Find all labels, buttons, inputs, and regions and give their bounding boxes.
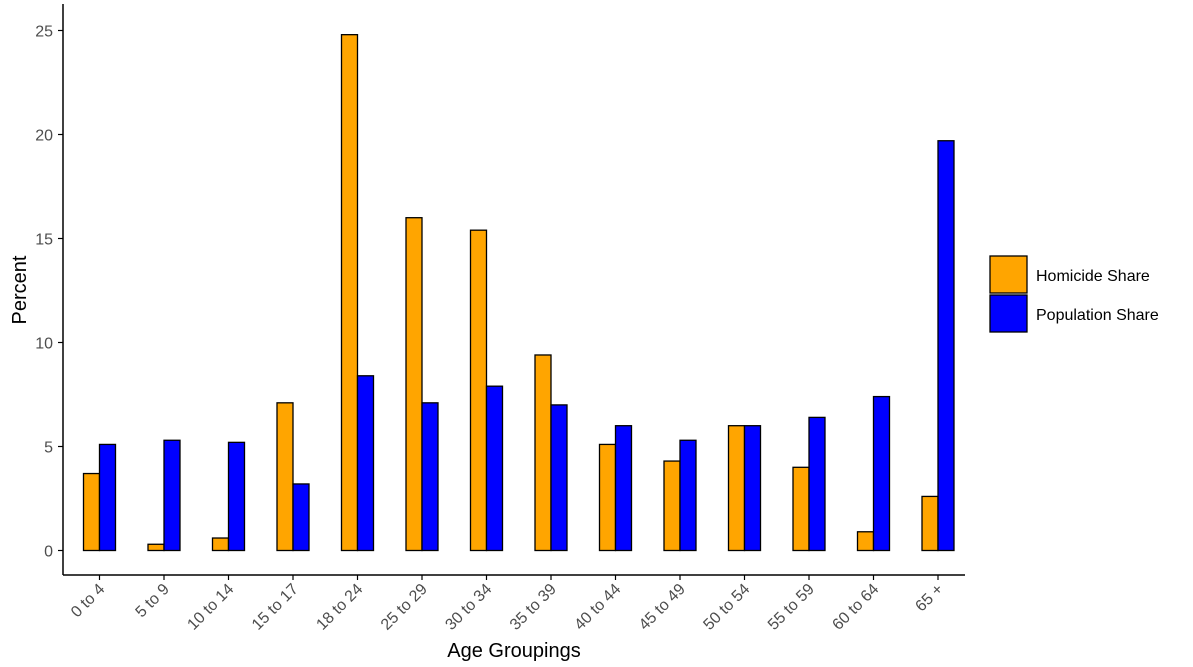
- bar-homicide-12: [856, 531, 875, 552]
- bar-homicide-7: [534, 354, 552, 552]
- bar-homicide-2: [211, 537, 230, 552]
- bar-homicide-9: [663, 460, 681, 552]
- x-tick-label: 30 to 34: [442, 581, 495, 634]
- bar-population-9: [679, 439, 697, 552]
- y-axis-ticks: 0 5 10 15 20 25: [35, 24, 63, 561]
- x-tick-label: 0 to 4: [68, 581, 108, 621]
- y-tick-label: 15: [35, 232, 53, 249]
- x-axis-title: Age Groupings: [447, 640, 580, 662]
- x-tick-label: 40 to 44: [571, 581, 624, 634]
- bar-homicide-11: [792, 466, 810, 552]
- legend-key-population: [989, 294, 1028, 333]
- bar-population-4: [356, 375, 375, 552]
- bar-homicide-5: [405, 217, 423, 552]
- bar-homicide-4: [340, 34, 359, 552]
- x-tick-label: 50 to 54: [700, 581, 753, 634]
- legend-key-homicide: [989, 255, 1028, 294]
- bar-population-7: [550, 404, 568, 552]
- y-tick-label: 10: [35, 336, 53, 353]
- bar-population-0: [98, 443, 117, 552]
- bar-population-6: [485, 385, 504, 552]
- x-tick-label: 60 to 64: [829, 581, 882, 634]
- bar-population-8: [614, 425, 633, 552]
- x-tick-label: 35 to 39: [507, 581, 560, 634]
- x-tick-label: 65 +: [912, 581, 946, 615]
- x-tick-label: 5 to 9: [133, 581, 173, 621]
- bar-homicide-6: [469, 229, 488, 552]
- y-tick-label: 25: [35, 24, 53, 41]
- bar-population-2: [227, 441, 246, 552]
- y-tick-label: 20: [35, 128, 53, 145]
- bar-population-10: [743, 425, 762, 552]
- y-tick-label: 0: [44, 544, 53, 561]
- x-tick-label: 15 to 17: [249, 581, 302, 634]
- y-axis-title: Percent: [9, 255, 31, 324]
- bar-population-1: [163, 439, 181, 552]
- x-tick-label: 45 to 49: [636, 581, 689, 634]
- bars-layer: [82, 34, 955, 552]
- x-tick-label: 25 to 29: [378, 581, 431, 634]
- bar-population-11: [808, 416, 826, 552]
- x-axis-ticks: 0 to 4 5 to 9 10 to 14 15 to 17 18 to 24 25 t…: [68, 575, 947, 634]
- x-tick-label: 10 to 14: [184, 581, 237, 634]
- bar-homicide-10: [727, 425, 746, 552]
- bar-population-12: [872, 395, 891, 552]
- bar-population-5: [421, 402, 439, 552]
- bar-population-3: [292, 483, 310, 552]
- y-tick-label: 5: [44, 440, 53, 457]
- legend-label-population: Population Share: [1036, 307, 1159, 324]
- x-tick-label: 55 to 59: [765, 581, 818, 634]
- x-tick-label: 18 to 24: [313, 581, 366, 634]
- bar-homicide-1: [147, 543, 165, 552]
- legend-label-homicide: Homicide Share: [1036, 268, 1150, 285]
- bar-population-13: [937, 140, 955, 552]
- bar-homicide-0: [82, 472, 101, 552]
- bar-homicide-3: [276, 402, 294, 552]
- legend: Homicide Share Population Share: [989, 255, 1159, 333]
- bar-homicide-13: [921, 495, 939, 552]
- bar-homicide-8: [598, 443, 617, 552]
